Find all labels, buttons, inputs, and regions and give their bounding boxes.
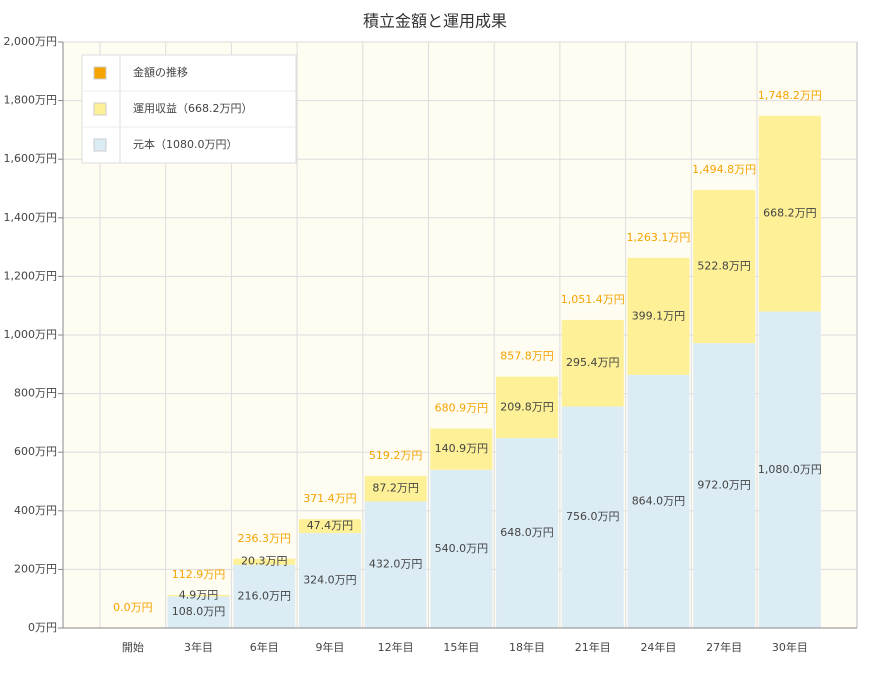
chart-title: 積立金額と運用成果: [363, 12, 507, 31]
total-label: 680.9万円: [435, 401, 489, 414]
data-label: 140.9万円: [435, 442, 489, 455]
y-tick-label: 0万円: [28, 621, 57, 634]
legend-label: 元本（1080.0万円）: [133, 137, 238, 151]
data-label: 20.3万円: [241, 555, 288, 568]
bar-segment: [758, 115, 821, 312]
bar-segment: [561, 319, 624, 407]
bar-segment: [364, 475, 427, 502]
total-label: 1,494.8万円: [692, 163, 756, 176]
total-label: 0.0万円: [113, 601, 153, 614]
data-label: 216.0万円: [238, 589, 292, 602]
y-tick-label: 400万円: [14, 504, 57, 517]
legend-swatch: [93, 102, 107, 116]
bar-segment: [233, 564, 296, 628]
x-tick-label: 18年目: [509, 640, 545, 654]
legend-label: 運用収益（668.2万円）: [133, 101, 253, 115]
y-tick-label: 1,200万円: [4, 269, 58, 282]
labels: 0.0万円 108.0万円 4.9万円 112.9万円 216.0万円 20.3万円 236…: [113, 89, 822, 618]
data-label: 668.2万円: [763, 207, 817, 220]
data-label: 324.0万円: [303, 574, 357, 587]
x-tick-label: 15年目: [443, 640, 479, 654]
legend-box: [81, 54, 297, 164]
total-label: 112.9万円: [172, 568, 226, 581]
bars: [167, 115, 821, 628]
bar-segment: [233, 558, 296, 565]
y-tick-label: 200万円: [14, 562, 57, 575]
total-label: 1,263.1万円: [626, 231, 690, 244]
bar-segment: [298, 519, 361, 534]
total-label: 236.3万円: [238, 532, 292, 545]
legend-label: 金額の推移: [133, 65, 188, 79]
x-tick-label: 30年目: [772, 640, 808, 654]
data-label: 209.8万円: [500, 400, 554, 413]
data-label: 756.0万円: [566, 510, 620, 523]
total-label: 371.4万円: [303, 492, 357, 505]
y-tick-label: 600万円: [14, 445, 57, 458]
bar-segment: [496, 438, 559, 628]
bar-segment: [561, 406, 624, 628]
y-tick-label: 1,600万円: [4, 152, 58, 165]
bar-segment: [430, 469, 493, 628]
x-tick-label: 27年目: [706, 640, 742, 654]
bar-segment: [298, 533, 361, 628]
y-tick-label: 2,000万円: [4, 35, 58, 48]
legend-swatch: [93, 66, 107, 80]
y-tick-label: 1,400万円: [4, 211, 58, 224]
x-tick-label: 12年目: [378, 640, 414, 654]
data-label: 1,080.0万円: [758, 463, 822, 476]
data-label: 4.9万円: [179, 589, 219, 602]
x-tick-label: 24年目: [640, 640, 676, 654]
total-label: 1,051.4万円: [561, 293, 625, 306]
bar-segment: [627, 374, 690, 628]
bar-segment: [167, 594, 230, 597]
total-label: 857.8万円: [500, 350, 554, 363]
bar-segment: [496, 376, 559, 439]
data-label: 87.2万円: [372, 482, 419, 495]
bar-segment: [430, 428, 493, 470]
data-label: 522.8万円: [697, 260, 751, 273]
data-label: 648.0万円: [500, 526, 554, 539]
data-label: 399.1万円: [632, 309, 686, 322]
bar-segment: [693, 343, 756, 628]
total-label: 1,748.2万円: [758, 89, 822, 102]
data-label: 540.0万円: [435, 542, 489, 555]
y-tick-label: 800万円: [14, 387, 57, 400]
bar-segment: [167, 596, 230, 628]
y-tick-label: 1,000万円: [4, 328, 58, 341]
total-label: 519.2万円: [369, 449, 423, 462]
bar-segment: [693, 190, 756, 344]
data-label: 47.4万円: [307, 519, 354, 532]
legend-swatch: [93, 138, 107, 152]
x-tick-label: 9年目: [315, 640, 344, 654]
x-tick-label: 21年目: [575, 640, 611, 654]
data-label: 972.0万円: [697, 479, 751, 492]
data-label: 295.4万円: [566, 356, 620, 369]
x-tick-label: 開始: [122, 640, 144, 654]
x-tick-label: 6年目: [250, 640, 279, 654]
data-label: 432.0万円: [369, 558, 423, 571]
x-tick-label: 3年目: [184, 640, 213, 654]
bar-segment: [364, 501, 427, 628]
y-tick-label: 1,800万円: [4, 94, 58, 107]
bar-segment: [758, 311, 821, 628]
data-label: 864.0万円: [632, 494, 686, 507]
data-label: 108.0万円: [172, 605, 226, 618]
bar-segment: [627, 257, 690, 375]
